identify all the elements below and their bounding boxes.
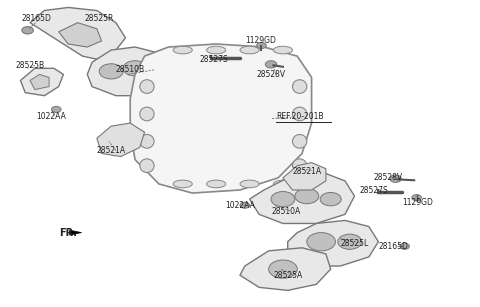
- Text: 28528V: 28528V: [257, 70, 286, 79]
- Text: 28521A: 28521A: [292, 167, 322, 176]
- Circle shape: [22, 27, 34, 34]
- Text: FR.: FR.: [59, 227, 77, 238]
- Polygon shape: [240, 248, 331, 290]
- Ellipse shape: [140, 134, 154, 148]
- Text: REF.20-201B: REF.20-201B: [276, 112, 324, 122]
- Circle shape: [400, 243, 409, 249]
- Circle shape: [271, 192, 295, 207]
- Polygon shape: [30, 7, 125, 59]
- Text: 1022AA: 1022AA: [226, 201, 255, 210]
- Text: 1022AA: 1022AA: [36, 112, 66, 122]
- Polygon shape: [250, 172, 355, 223]
- Polygon shape: [130, 44, 312, 193]
- Text: 28528V: 28528V: [373, 173, 403, 182]
- Text: 28525B: 28525B: [16, 61, 45, 70]
- Ellipse shape: [274, 46, 292, 54]
- Text: 28527S: 28527S: [199, 55, 228, 64]
- Ellipse shape: [292, 80, 307, 93]
- Text: 28510A: 28510A: [271, 207, 300, 216]
- Text: 28525L: 28525L: [340, 239, 369, 248]
- Polygon shape: [70, 230, 82, 235]
- Circle shape: [269, 260, 297, 278]
- Ellipse shape: [140, 80, 154, 93]
- Text: 28521A: 28521A: [97, 146, 126, 155]
- Circle shape: [123, 61, 147, 76]
- Text: 1129GD: 1129GD: [402, 198, 433, 207]
- Polygon shape: [30, 74, 49, 90]
- Circle shape: [295, 188, 319, 204]
- Ellipse shape: [292, 107, 307, 121]
- Text: 28165D: 28165D: [378, 242, 408, 251]
- Polygon shape: [97, 123, 144, 157]
- Polygon shape: [59, 23, 102, 47]
- Ellipse shape: [292, 159, 307, 173]
- Ellipse shape: [206, 46, 226, 54]
- Circle shape: [257, 42, 266, 49]
- Ellipse shape: [240, 180, 259, 188]
- Ellipse shape: [140, 107, 154, 121]
- Ellipse shape: [140, 159, 154, 173]
- Ellipse shape: [173, 180, 192, 188]
- Ellipse shape: [173, 46, 192, 54]
- Ellipse shape: [292, 134, 307, 148]
- Text: 28527S: 28527S: [360, 185, 388, 195]
- Ellipse shape: [206, 180, 226, 188]
- Polygon shape: [283, 163, 326, 190]
- Circle shape: [412, 195, 421, 201]
- Text: 28525A: 28525A: [274, 271, 303, 280]
- Polygon shape: [21, 68, 63, 96]
- Text: 28525R: 28525R: [85, 14, 114, 23]
- Text: 28510B: 28510B: [116, 65, 145, 74]
- Text: 28165D: 28165D: [22, 14, 51, 23]
- Circle shape: [144, 65, 165, 78]
- Circle shape: [390, 175, 401, 182]
- Polygon shape: [288, 220, 378, 266]
- Text: 1129GD: 1129GD: [245, 37, 276, 45]
- Ellipse shape: [240, 46, 259, 54]
- Circle shape: [99, 64, 123, 79]
- Circle shape: [240, 202, 250, 208]
- Circle shape: [320, 192, 341, 206]
- Circle shape: [51, 106, 61, 112]
- Circle shape: [307, 233, 336, 251]
- Polygon shape: [87, 47, 173, 96]
- Ellipse shape: [274, 180, 292, 188]
- Circle shape: [265, 61, 277, 68]
- Circle shape: [338, 234, 362, 249]
